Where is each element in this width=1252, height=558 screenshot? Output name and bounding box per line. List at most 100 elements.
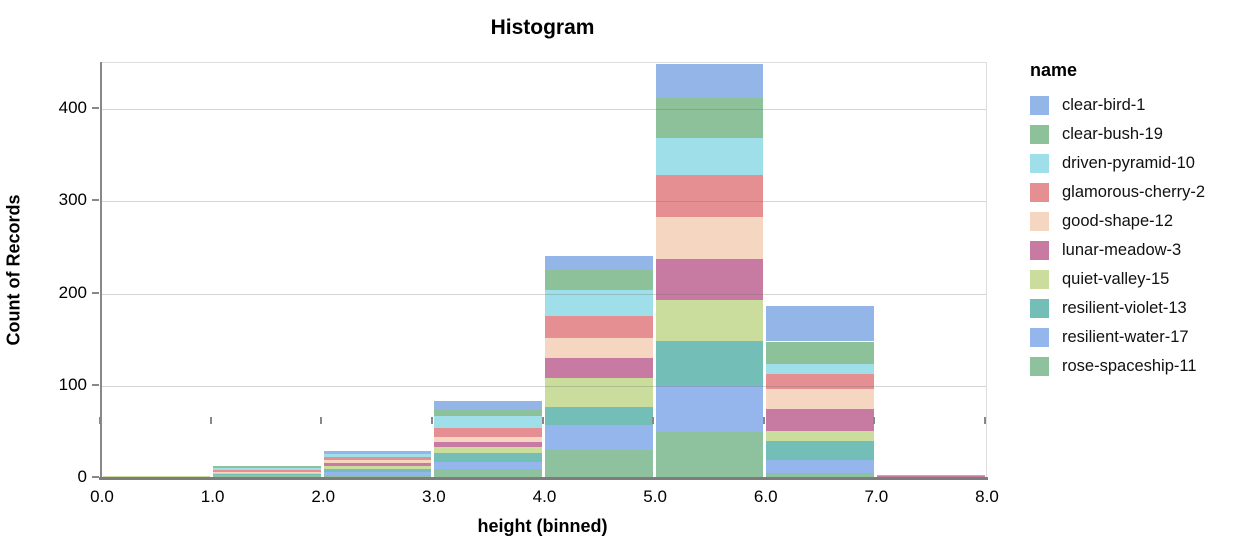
bar-segment-glamorous-cherry-2[interactable]: [766, 373, 874, 390]
bar-segment-clear-bird-1[interactable]: [323, 451, 432, 455]
plot-area[interactable]: [99, 62, 988, 480]
y-tick-300: [92, 199, 99, 202]
x-tick-4.0: [541, 417, 544, 424]
legend-swatch-icon: [1030, 299, 1049, 318]
legend-swatch-icon: [1030, 212, 1049, 231]
bar-segment-rose-spaceship-11[interactable]: [434, 468, 542, 478]
y-tick-200: [92, 291, 99, 294]
legend-swatch-icon: [1030, 183, 1049, 202]
legend-item-label: quiet-valley-15: [1062, 270, 1170, 288]
bar-segment-quiet-valley-15[interactable]: [766, 430, 874, 442]
bar-segment-resilient-water-17[interactable]: [323, 472, 432, 476]
legend-item-clear-bush-19[interactable]: clear-bush-19: [1030, 120, 1250, 149]
x-tick-5.0: [652, 417, 655, 424]
bar-segment-driven-pyramid-10[interactable]: [545, 289, 653, 316]
bar-segment-clear-bush-19[interactable]: [545, 269, 653, 290]
bar-segment-good-shape-12[interactable]: [545, 337, 653, 359]
bar-segment-driven-pyramid-10[interactable]: [213, 467, 321, 470]
bar-segment-lunar-meadow-3[interactable]: [766, 408, 874, 431]
legend-swatch-icon: [1030, 328, 1049, 347]
legend-swatch-icon: [1030, 357, 1049, 376]
bar-segment-rose-spaceship-11[interactable]: [766, 473, 874, 478]
x-tick-label-2.0: 2.0: [311, 487, 336, 506]
y-tick-label-100: 100: [58, 374, 87, 394]
bar-segment-lunar-meadow-3[interactable]: [655, 259, 764, 300]
bar-segment-resilient-violet-13[interactable]: [655, 340, 764, 386]
bar-segment-quiet-valley-15[interactable]: [655, 300, 764, 341]
bar-segment-resilient-violet-13[interactable]: [766, 441, 874, 460]
bar-segment-clear-bush-19[interactable]: [766, 341, 874, 364]
bar-segment-glamorous-cherry-2[interactable]: [434, 428, 542, 438]
bar-segment-resilient-water-17[interactable]: [766, 459, 874, 474]
bar-segment-glamorous-cherry-2[interactable]: [213, 469, 321, 472]
legend-items: clear-bird-1 clear-bush-19 driven-pyramid-…: [1030, 91, 1250, 381]
legend-item-label: resilient-violet-13: [1062, 299, 1187, 317]
legend-item-good-shape-12[interactable]: good-shape-12: [1030, 207, 1250, 236]
bar-segment-resilient-violet-13[interactable]: [545, 406, 653, 426]
legend-swatch-icon: [1030, 270, 1049, 289]
legend-item-lunar-meadow-3[interactable]: lunar-meadow-3: [1030, 236, 1250, 265]
bar-segment-rose-spaceship-11[interactable]: [323, 475, 432, 478]
bar-segment-good-shape-12[interactable]: [323, 460, 432, 464]
bar-segment-clear-bird-1[interactable]: [545, 255, 653, 270]
bar-segment-clear-bird-1[interactable]: [655, 63, 764, 99]
bar-segment-good-shape-12[interactable]: [213, 471, 321, 473]
bar-segment-lunar-meadow-3[interactable]: [876, 476, 985, 478]
bar-segment-quiet-valley-15[interactable]: [434, 446, 542, 454]
bar-segment-lunar-meadow-3[interactable]: [323, 463, 432, 466]
x-tick-label-0.0: 0.0: [90, 487, 114, 506]
bar-segment-lunar-meadow-3[interactable]: [434, 442, 542, 447]
legend: name clear-bird-1 clear-bush-19 driven-pyr…: [1030, 60, 1250, 381]
bar-segment-lunar-meadow-3[interactable]: [545, 358, 653, 379]
bar-segment-good-shape-12[interactable]: [766, 389, 874, 409]
bar-segment-good-shape-12[interactable]: [434, 437, 542, 443]
bar-segment-quiet-valley-15[interactable]: [102, 476, 211, 478]
bar-segment-quiet-valley-15[interactable]: [323, 466, 432, 469]
bar-segment-glamorous-cherry-2[interactable]: [655, 174, 764, 217]
x-tick-label-3.0: 3.0: [422, 487, 446, 506]
bar-segment-resilient-water-17[interactable]: [434, 462, 542, 469]
bar-segment-clear-bird-1[interactable]: [876, 475, 985, 477]
bar-segment-quiet-valley-15[interactable]: [545, 378, 653, 407]
y-tick-label-400: 400: [58, 98, 87, 118]
bar-segment-driven-pyramid-10[interactable]: [766, 363, 874, 374]
legend-item-driven-pyramid-10[interactable]: driven-pyramid-10: [1030, 149, 1250, 178]
bar-segment-clear-bush-19[interactable]: [434, 409, 542, 417]
bar-segment-clear-bird-1[interactable]: [434, 401, 542, 410]
bar-segment-resilient-water-17[interactable]: [213, 475, 321, 477]
legend-item-rose-spaceship-11[interactable]: rose-spaceship-11: [1030, 352, 1250, 381]
bar-segment-glamorous-cherry-2[interactable]: [323, 456, 432, 461]
bar-segment-driven-pyramid-10[interactable]: [655, 137, 764, 175]
bar-segment-driven-pyramid-10[interactable]: [434, 416, 542, 429]
gridline-y-300: [101, 201, 986, 203]
legend-item-clear-bird-1[interactable]: clear-bird-1: [1030, 91, 1250, 120]
bar-segment-good-shape-12[interactable]: [655, 217, 764, 260]
legend-item-resilient-violet-13[interactable]: resilient-violet-13: [1030, 294, 1250, 323]
y-axis-title: Count of Records: [3, 194, 24, 346]
chart-title: Histogram: [490, 16, 595, 39]
bar-segment-resilient-water-17[interactable]: [545, 425, 653, 451]
bar-segment-clear-bush-19[interactable]: [213, 466, 321, 468]
bar-segment-resilient-violet-13[interactable]: [434, 453, 542, 463]
bar-segment-rose-spaceship-11[interactable]: [655, 431, 764, 478]
bar-segment-quiet-valley-15[interactable]: [213, 473, 321, 475]
legend-item-label: resilient-water-17: [1062, 328, 1189, 346]
x-tick-3.0: [430, 417, 433, 424]
x-tick-8.0: [984, 417, 986, 424]
bar-segment-lunar-meadow-3[interactable]: [213, 472, 321, 474]
bar-segment-glamorous-cherry-2[interactable]: [545, 315, 653, 338]
bar-segment-clear-bush-19[interactable]: [655, 98, 764, 138]
bar-segment-resilient-violet-13[interactable]: [213, 474, 321, 476]
x-tick-label-1.0: 1.0: [200, 487, 225, 506]
x-tick-label-8.0: 8.0: [975, 487, 999, 506]
y-tick-label-200: 200: [58, 282, 87, 302]
legend-item-resilient-water-17[interactable]: resilient-water-17: [1030, 323, 1250, 352]
bar-segment-driven-pyramid-10[interactable]: [323, 454, 432, 457]
bar-segment-rose-spaceship-11[interactable]: [545, 450, 653, 478]
legend-item-quiet-valley-15[interactable]: quiet-valley-15: [1030, 265, 1250, 294]
legend-item-glamorous-cherry-2[interactable]: glamorous-cherry-2: [1030, 178, 1250, 207]
legend-item-label: good-shape-12: [1062, 212, 1174, 230]
bar-segment-resilient-water-17[interactable]: [655, 385, 764, 432]
bar-segment-resilient-violet-13[interactable]: [323, 468, 432, 473]
bar-segment-clear-bird-1[interactable]: [766, 306, 874, 342]
